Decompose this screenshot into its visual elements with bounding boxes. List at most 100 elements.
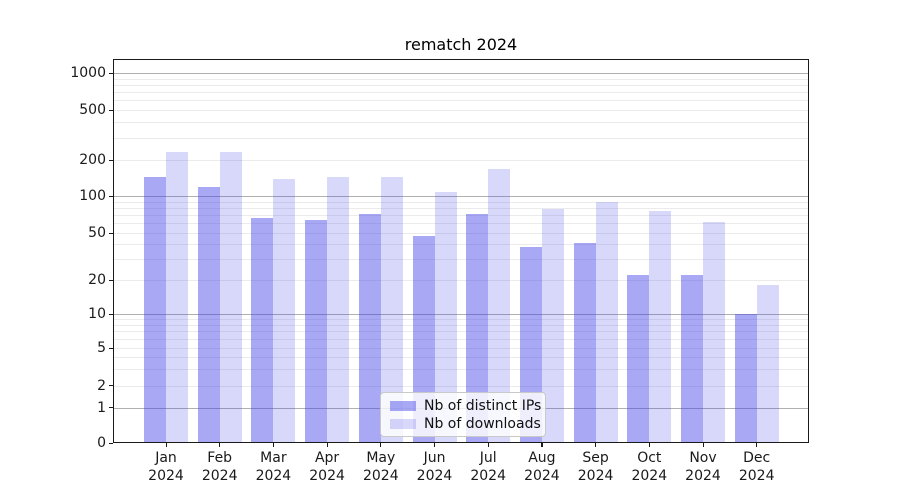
bar-downloads-jun [434,192,457,443]
minor-gridline [113,201,809,203]
x-tick-mark [165,443,167,447]
bar-downloads-may [380,177,403,443]
minor-gridline [113,223,809,225]
y-tick-mark [109,72,113,74]
chart-title: rematch 2024 [404,35,518,54]
y-tick-mark [109,195,113,197]
legend-label-distinct-ips: Nb of distinct IPs [424,397,542,414]
legend-label-downloads: Nb of downloads [424,415,541,432]
x-tick-label-line: 2024 [470,468,506,484]
x-tick-label-line: 2024 [416,468,453,484]
x-tick-label-line: 2024 [362,468,399,484]
minor-gridline [113,319,809,321]
minor-gridline [113,368,809,370]
bar-downloads-sep [595,201,618,443]
bar-downloads-aug [541,209,564,443]
bar-distinct-ips-may [358,213,381,443]
bar-downloads-feb [219,152,242,443]
x-tick-label: Jun 2024 [395,449,475,485]
y-tick-label: 100 [79,188,106,204]
x-tick-label-line: 2024 [577,468,614,484]
major-gridline [113,196,809,197]
y-tick-label: 1 [97,399,106,416]
y-tick-mark [109,159,113,161]
bars-layer [113,59,809,443]
bar-downloads-oct [649,211,672,443]
bar-distinct-ips-sep [573,243,596,443]
x-tick-mark [595,443,597,447]
y-tick-label: 500 [79,102,106,118]
minor-gridline [113,280,809,281]
x-tick-mark [380,443,382,447]
x-tick-label: May 2024 [341,449,421,485]
bar-distinct-ips-nov [681,275,703,443]
bar-distinct-ips-dec [734,314,757,443]
x-tick-mark [756,443,758,447]
y-tick-mark [109,442,113,444]
minor-gridline [113,78,809,80]
x-tick-label: Oct 2024 [609,449,689,485]
bar-distinct-ips-jul [466,213,489,443]
x-tick-mark [219,443,221,447]
minor-gridline [113,348,809,349]
bar-downloads-apr [327,177,350,443]
minor-gridline [113,122,809,124]
minor-gridline [113,331,809,333]
bar-distinct-ips-jun [412,236,435,443]
minor-gridline [113,137,809,139]
x-tick-label: Nov 2024 [663,449,743,485]
y-tick-mark [109,347,113,349]
bar-distinct-ips-feb [197,186,220,443]
minor-gridline [113,160,809,161]
minor-gridline [113,92,809,94]
x-tick-label: Sep 2024 [556,449,636,485]
x-tick-label-line: Nov [689,450,717,466]
x-tick-label-line: 2024 [309,468,345,484]
y-tick-mark [109,279,113,281]
x-tick-label-line: Jul [479,450,497,466]
y-tick-label: 20 [88,272,106,288]
x-tick-label-line: Mar [260,450,287,466]
major-gridline [113,73,809,74]
legend-swatch-distinct-ips [390,400,416,411]
bar-downloads-jul [488,169,511,443]
x-tick-label-line: Feb [207,450,233,466]
major-gridline [113,314,809,315]
x-tick-label-line: 2024 [201,468,238,484]
bar-downloads-mar [273,178,296,443]
minor-gridline [113,233,809,234]
x-tick-label-line: Oct [637,450,662,466]
x-tick-label-line: Apr [314,450,340,466]
x-tick-mark [487,443,489,447]
x-tick-label-line: 2024 [524,468,560,484]
x-tick-label-line: Jan [155,450,177,466]
y-tick-label: 5 [97,340,106,356]
y-tick-mark [109,232,113,234]
y-tick-mark [109,385,113,387]
y-tick-label: 0 [97,435,106,451]
x-tick-label-line: 2024 [631,468,668,484]
minor-gridline [113,324,809,326]
x-tick-label-line: Dec [743,450,771,466]
x-tick-label-line: Aug [528,450,556,466]
legend-item-distinct-ips: Nb of distinct IPs [390,397,541,415]
x-tick-label: Jan 2024 [126,449,206,485]
minor-gridline [113,339,809,341]
legend-item-downloads: Nb of downloads [390,415,541,433]
y-tick-label: 50 [88,225,106,241]
y-tick-mark [109,407,113,409]
minor-gridline [113,100,809,102]
x-tick-label-line: Jun [423,450,446,466]
minor-gridline [113,385,809,387]
x-tick-label: Aug 2024 [502,449,582,485]
minor-gridline [113,110,809,111]
x-tick-mark [702,443,704,447]
x-tick-mark [541,443,543,447]
x-tick-mark [648,443,650,447]
x-tick-label-line: 2024 [738,468,775,484]
bar-distinct-ips-apr [305,219,328,443]
bar-downloads-jan [166,152,188,443]
y-tick-label: 2 [97,377,106,394]
minor-gridline [113,215,809,217]
